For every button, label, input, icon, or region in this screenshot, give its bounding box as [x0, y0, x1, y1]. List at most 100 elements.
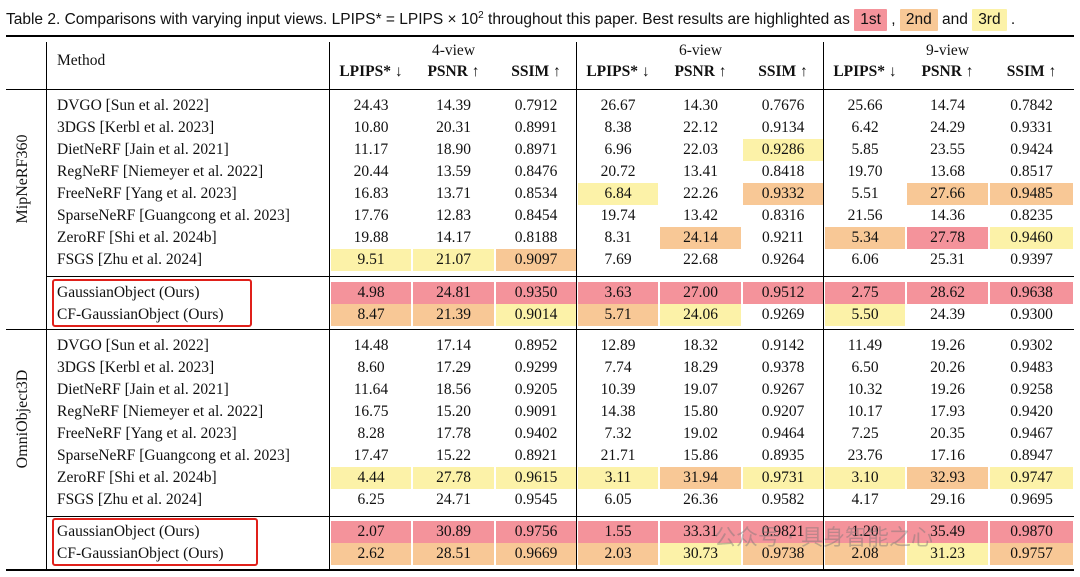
table-row: SparseNeRF [Guangcong et al. 2023] 17.47 1…	[0, 445, 1080, 466]
value-cell: 0.9695	[1010, 491, 1053, 508]
value-cell: 22.26	[683, 185, 718, 202]
value-cell: 0.9397	[1010, 251, 1053, 268]
value-cell: 19.74	[600, 207, 636, 224]
value-cell: 14.30	[683, 97, 718, 114]
value-cell: 0.9747	[990, 467, 1073, 489]
method-cell: FSGS [Zhu et al. 2024]	[57, 491, 203, 508]
value-cell: 22.12	[683, 119, 718, 136]
value-cell: 26.67	[600, 97, 636, 114]
value-cell: 22.03	[683, 141, 718, 158]
value-cell: 5.34	[825, 227, 905, 249]
value-cell: 24.43	[353, 97, 389, 114]
view-group-header: 4-view	[431, 42, 476, 59]
value-cell: 0.9615	[496, 467, 576, 489]
table-row: CF-GaussianObject (Ours) 8.47 21.39 0.9014 5…	[0, 304, 1080, 326]
metric-header: SSIM ↑	[511, 63, 561, 80]
value-cell: 24.06	[660, 304, 741, 326]
metric-header: LPIPS* ↓	[339, 63, 403, 80]
value-cell: 17.78	[436, 425, 471, 442]
value-cell: 6.96	[604, 141, 632, 158]
value-cell: 31.23	[907, 543, 988, 565]
value-cell: 0.9669	[496, 543, 576, 565]
value-cell: 0.9464	[761, 425, 805, 442]
section-rule	[6, 329, 1074, 330]
value-cell: 0.9545	[514, 491, 558, 508]
view-group-header: 9-view	[925, 42, 970, 59]
value-cell: 18.56	[436, 381, 471, 398]
value-cell: 10.32	[847, 381, 883, 398]
value-cell: 24.81	[413, 282, 494, 304]
value-cell: 24.39	[930, 306, 965, 323]
value-cell: 11.17	[353, 141, 389, 158]
table-row: 3DGS [Kerbl et al. 2023] 10.80 20.31 0.8991…	[0, 117, 1080, 138]
method-cell: GaussianObject (Ours)	[57, 523, 200, 540]
value-cell: 9.51	[331, 249, 411, 271]
value-cell: 17.76	[353, 207, 389, 224]
value-cell: 2.62	[331, 543, 411, 565]
method-cell: DietNeRF [Jain et al. 2021]	[57, 381, 229, 398]
method-cell: CF-GaussianObject (Ours)	[57, 545, 224, 562]
value-cell: 14.48	[353, 337, 389, 354]
table-row: DietNeRF [Jain et al. 2021] 11.17 18.90 0.8…	[0, 139, 1080, 161]
value-cell: 7.74	[604, 359, 632, 376]
value-cell: 0.9269	[761, 306, 805, 323]
value-cell: 18.90	[436, 141, 471, 158]
value-cell: 15.86	[683, 447, 718, 464]
table-row: DVGO [Sun et al. 2022] 24.43 14.39 0.7912 26…	[0, 95, 1080, 116]
value-cell: 0.8476	[514, 163, 558, 180]
value-cell: 21.71	[600, 447, 636, 464]
value-cell: 23.55	[930, 141, 965, 158]
method-cell: ZeroRF [Shi et al. 2024b]	[57, 229, 217, 246]
method-cell: ZeroRF [Shi et al. 2024b]	[57, 469, 217, 486]
metric-header: PSNR ↑	[427, 63, 480, 80]
value-cell: 0.9485	[990, 183, 1073, 205]
value-cell: 20.31	[436, 119, 471, 136]
value-cell: 5.51	[851, 185, 879, 202]
value-cell: 0.9582	[761, 491, 805, 508]
value-cell: 7.32	[604, 425, 632, 442]
value-cell: 0.9286	[743, 139, 823, 161]
method-cell: 3DGS [Kerbl et al. 2023]	[57, 119, 215, 136]
caption-and: and	[937, 11, 973, 29]
value-cell: 27.66	[907, 183, 988, 205]
caption-exponent: 2	[478, 10, 484, 21]
value-cell: 19.07	[683, 381, 718, 398]
value-cell: 0.9211	[761, 229, 805, 246]
value-cell: 31.94	[660, 467, 741, 489]
value-cell: 17.16	[930, 447, 965, 464]
column-divider	[823, 42, 824, 569]
value-cell: 0.8188	[514, 229, 558, 246]
value-cell: 0.9378	[761, 359, 805, 376]
value-cell: 14.74	[930, 97, 965, 114]
value-cell: 6.05	[604, 491, 632, 508]
metric-header: LPIPS* ↓	[586, 63, 650, 80]
value-cell: 24.29	[930, 119, 965, 136]
method-cell: FreeNeRF [Yang et al. 2023]	[57, 185, 237, 202]
value-cell: 23.76	[847, 447, 883, 464]
value-cell: 8.31	[604, 229, 632, 246]
value-cell: 13.42	[683, 207, 718, 224]
value-cell: 0.9302	[1010, 337, 1053, 354]
value-cell: 0.7676	[761, 97, 805, 114]
value-cell: 8.47	[331, 304, 411, 326]
value-cell: 14.17	[436, 229, 471, 246]
metric-header: SSIM ↑	[758, 63, 808, 80]
value-cell: 0.9420	[1010, 403, 1053, 420]
value-cell: 1.20	[825, 521, 905, 543]
table-row: GaussianObject (Ours) 4.98 24.81 0.9350 3.63…	[0, 282, 1080, 304]
value-cell: 33.31	[660, 521, 741, 543]
value-cell: 11.64	[353, 381, 389, 398]
ours-rule-2	[46, 516, 1074, 517]
caption-mid: throughout this paper. Best results are …	[483, 11, 855, 29]
method-cell: SparseNeRF [Guangcong et al. 2023]	[57, 447, 290, 464]
value-cell: 3.63	[578, 282, 658, 304]
ours-highlight-box	[52, 279, 252, 327]
value-cell: 0.9134	[761, 119, 805, 136]
value-cell: 10.80	[353, 119, 389, 136]
value-cell: 26.36	[683, 491, 718, 508]
value-cell: 0.9424	[1010, 141, 1053, 158]
value-cell: 0.9467	[1010, 425, 1053, 442]
value-cell: 5.71	[578, 304, 658, 326]
method-cell: DietNeRF [Jain et al. 2021]	[57, 141, 229, 158]
value-cell: 2.07	[331, 521, 411, 543]
